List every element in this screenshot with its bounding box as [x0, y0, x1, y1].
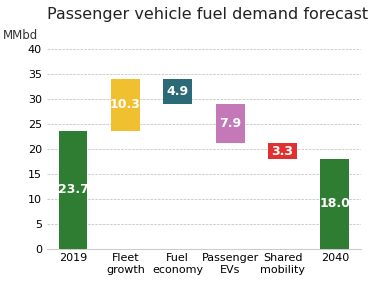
Text: MMbd: MMbd [3, 28, 38, 41]
Bar [111, 79, 140, 131]
Bar [321, 159, 349, 249]
Bar [59, 131, 88, 249]
Text: 4.9: 4.9 [167, 85, 189, 98]
Text: Passenger vehicle fuel demand forecast: Passenger vehicle fuel demand forecast [47, 7, 368, 22]
Text: 18.0: 18.0 [319, 197, 350, 210]
Bar [163, 79, 192, 104]
Text: 7.9: 7.9 [219, 117, 241, 130]
Text: 3.3: 3.3 [272, 145, 294, 158]
Bar [268, 143, 297, 159]
Bar [216, 104, 245, 143]
Text: 10.3: 10.3 [110, 98, 141, 111]
Text: 23.7: 23.7 [58, 183, 88, 196]
